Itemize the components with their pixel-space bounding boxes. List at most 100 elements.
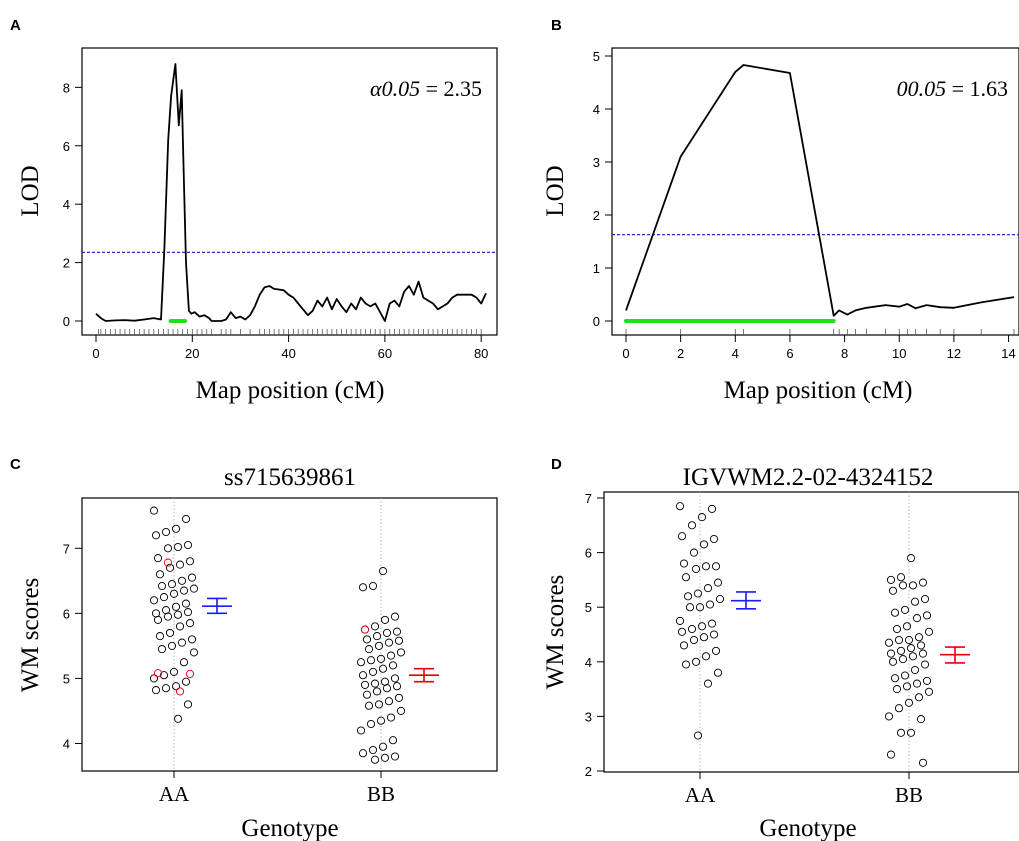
x-axis-title-c: Genotype	[241, 815, 338, 841]
data-point-d	[924, 627, 934, 636]
data-point-c	[372, 687, 382, 696]
data-point-c	[171, 602, 181, 611]
x-tick-label-b: 0	[622, 346, 629, 361]
data-point-c	[171, 524, 181, 533]
y-tick-label-d: 5	[585, 600, 592, 615]
data-point-c	[384, 697, 394, 706]
data-point-d	[886, 750, 896, 759]
data-point-c	[167, 580, 177, 589]
data-point-d	[685, 603, 695, 612]
y-tick-label-b: 5	[593, 49, 600, 64]
data-point-c	[358, 671, 368, 680]
data-point-c	[159, 593, 169, 602]
threshold-value-b: = 1.63	[946, 76, 1008, 101]
data-point-d	[890, 608, 900, 617]
data-point-d	[709, 534, 719, 544]
data-point-c	[368, 745, 378, 755]
data-point-d	[699, 633, 709, 642]
data-point-d	[689, 635, 699, 645]
data-point-d	[705, 600, 715, 609]
data-point-c	[370, 679, 380, 688]
data-point-d	[715, 594, 725, 604]
data-point-c	[396, 706, 406, 715]
data-point-c	[386, 651, 396, 660]
data-point-c	[388, 736, 398, 745]
data-point-d	[675, 502, 685, 511]
data-point-d	[892, 685, 902, 694]
panel-letter-c: C	[10, 456, 21, 473]
data-point-c	[394, 693, 404, 702]
y-axis-title-d: WM scores	[542, 575, 569, 690]
y-tick-label-c: 7	[63, 541, 70, 556]
data-point-c	[380, 615, 390, 624]
category-label-c: AA	[159, 782, 190, 806]
data-point-c	[171, 682, 181, 691]
x-tick-label-b: 2	[677, 346, 684, 361]
data-point-c	[187, 573, 197, 582]
data-point-c	[376, 716, 386, 725]
data-point-c	[175, 687, 185, 696]
y-tick-label-b: 4	[593, 102, 600, 117]
data-point-d	[888, 657, 898, 666]
data-point-c	[153, 615, 163, 624]
data-point-c	[169, 589, 179, 598]
data-point-c	[356, 658, 366, 667]
data-point-c	[163, 544, 173, 553]
data-point-d	[701, 652, 711, 661]
y-tick-label-a: 2	[63, 256, 70, 271]
data-point-c	[149, 674, 159, 683]
data-point-d	[677, 627, 687, 636]
plot-frame-b	[611, 47, 1019, 336]
data-point-d	[912, 679, 922, 688]
y-tick-label-d: 2	[585, 764, 592, 779]
data-point-c	[362, 690, 372, 699]
data-point-c	[179, 658, 189, 667]
data-point-d	[896, 573, 906, 582]
y-axis-title-c: WM scores	[17, 578, 44, 693]
data-point-c	[149, 506, 159, 515]
data-point-d	[914, 633, 924, 642]
data-point-c	[374, 700, 384, 709]
data-point-c	[161, 527, 171, 537]
data-point-d	[912, 614, 922, 623]
data-point-d	[679, 559, 689, 568]
data-point-c	[157, 645, 167, 654]
panel-a: A 0 20 40 60 80 0 2 4 6 8 LOD Map position (cM) α…	[10, 17, 498, 404]
data-point-d	[713, 668, 723, 677]
data-point-d	[904, 635, 914, 645]
data-point-c	[366, 656, 376, 665]
data-point-c	[364, 645, 374, 654]
data-point-c	[149, 596, 159, 605]
data-point-d	[697, 622, 707, 631]
panel-letter-d: D	[551, 456, 562, 473]
data-point-c	[179, 586, 189, 595]
data-point-c	[155, 570, 165, 579]
y-tick-label-b: 3	[593, 155, 600, 170]
x-tick-label-b: 14	[1001, 346, 1015, 361]
data-point-d	[924, 687, 934, 696]
data-point-d	[679, 641, 689, 650]
panel-c: C ss715639861 4 5 6 7 AA BB WM scores Genotyp…	[10, 456, 498, 841]
data-point-d	[916, 641, 926, 650]
data-point-c	[153, 669, 163, 678]
data-point-d	[884, 638, 894, 647]
data-point-c	[177, 638, 187, 647]
y-tick-label-a: 0	[63, 314, 70, 329]
data-point-c	[173, 714, 183, 723]
y-tick-label-d: 6	[585, 546, 592, 561]
data-point-c	[183, 700, 193, 709]
data-point-c	[380, 753, 390, 762]
data-point-d	[884, 712, 894, 721]
x-axis-title-b: Map position (cM)	[724, 377, 913, 404]
data-point-d	[689, 548, 699, 557]
data-point-c	[183, 608, 193, 617]
y-axis-title-a: LOD	[17, 165, 44, 216]
data-point-d	[886, 649, 896, 658]
data-point-d	[918, 578, 928, 587]
x-axis-title-a: Map position (cM)	[196, 377, 385, 404]
y-tick-label-d: 4	[585, 655, 592, 670]
data-point-c	[394, 636, 404, 645]
data-point-d	[687, 624, 697, 634]
data-point-d	[703, 584, 713, 593]
